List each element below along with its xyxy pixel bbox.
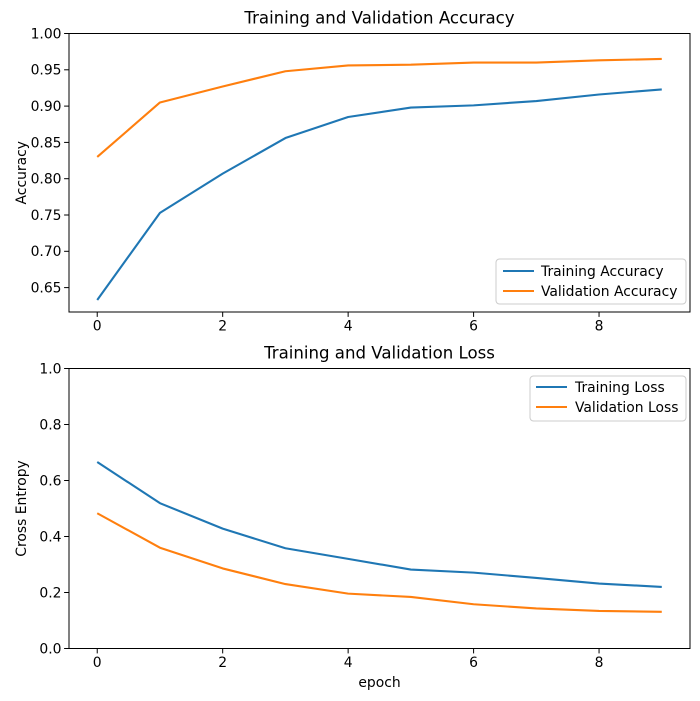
x-tick-label: 8 [595, 655, 604, 671]
subplot-training-and-validation-loss: 0 2 4 6 8 0.0 0.2 0.4 0.6 0.8 1.0 Training and Vali… [14, 344, 691, 691]
line-validation-loss [96, 512, 662, 613]
x-tick-label: 2 [218, 319, 227, 335]
x-tick-label: 4 [344, 655, 353, 671]
x-tick-label: 0 [93, 655, 102, 671]
legend-box [529, 375, 687, 422]
y-tick-label: 1.0 [39, 361, 61, 377]
x-tick-label: 0 [93, 319, 102, 335]
legend-box [495, 258, 687, 305]
x-tick-label: 4 [344, 319, 353, 335]
line-training-accuracy [96, 88, 662, 301]
line-validation-accuracy [96, 57, 662, 158]
legend-lower-right: Training Accuracy Validation Accuracy [495, 258, 687, 305]
y-tick-label: 0.6 [39, 473, 61, 489]
y-tick-label: 0.0 [39, 641, 61, 657]
y-tick-label: 0.70 [31, 244, 62, 260]
y-tick-label: 0.8 [39, 417, 61, 433]
axes-spines [68, 368, 691, 649]
y-tick-label: 0.95 [31, 63, 62, 79]
chart-title: Training and Validation Accuracy [243, 9, 514, 28]
y-tick-label: 0.65 [31, 281, 62, 297]
x-tick-label: 8 [595, 319, 604, 335]
y-tick-label: 0.4 [39, 529, 61, 545]
y-tick-label: 0.75 [31, 208, 62, 224]
x-tick-label: 2 [218, 655, 227, 671]
y-tick-label: 0.90 [31, 99, 62, 115]
legend-label-validation-accuracy: Validation Accuracy [541, 284, 677, 300]
legend-label-validation-loss: Validation Loss [575, 400, 678, 416]
x-tick-label: 6 [469, 319, 478, 335]
x-tick-label: 6 [469, 655, 478, 671]
y-tick-label: 1.00 [31, 26, 62, 42]
legend-label-training-accuracy: Training Accuracy [540, 264, 664, 280]
legend-upper-right: Training Loss Validation Loss [529, 375, 687, 422]
y-axis-label: Accuracy [14, 141, 30, 204]
y-axis-label: Cross Entropy [14, 460, 30, 556]
subplot-training-and-validation-accuracy: 0 2 4 6 8 0.65 0.70 0.75 0.80 0.85 0.90 0.95 1.00 Tra… [14, 9, 691, 335]
y-tick-label: 0.85 [31, 135, 62, 151]
axes-spines [68, 33, 691, 313]
chart-title: Training and Validation Loss [263, 344, 495, 363]
line-training-loss [96, 461, 662, 588]
legend-label-training-loss: Training Loss [574, 380, 665, 396]
y-tick-label: 0.2 [39, 585, 61, 601]
y-tick-label: 0.80 [31, 172, 62, 188]
x-axis-label: epoch [358, 675, 400, 691]
